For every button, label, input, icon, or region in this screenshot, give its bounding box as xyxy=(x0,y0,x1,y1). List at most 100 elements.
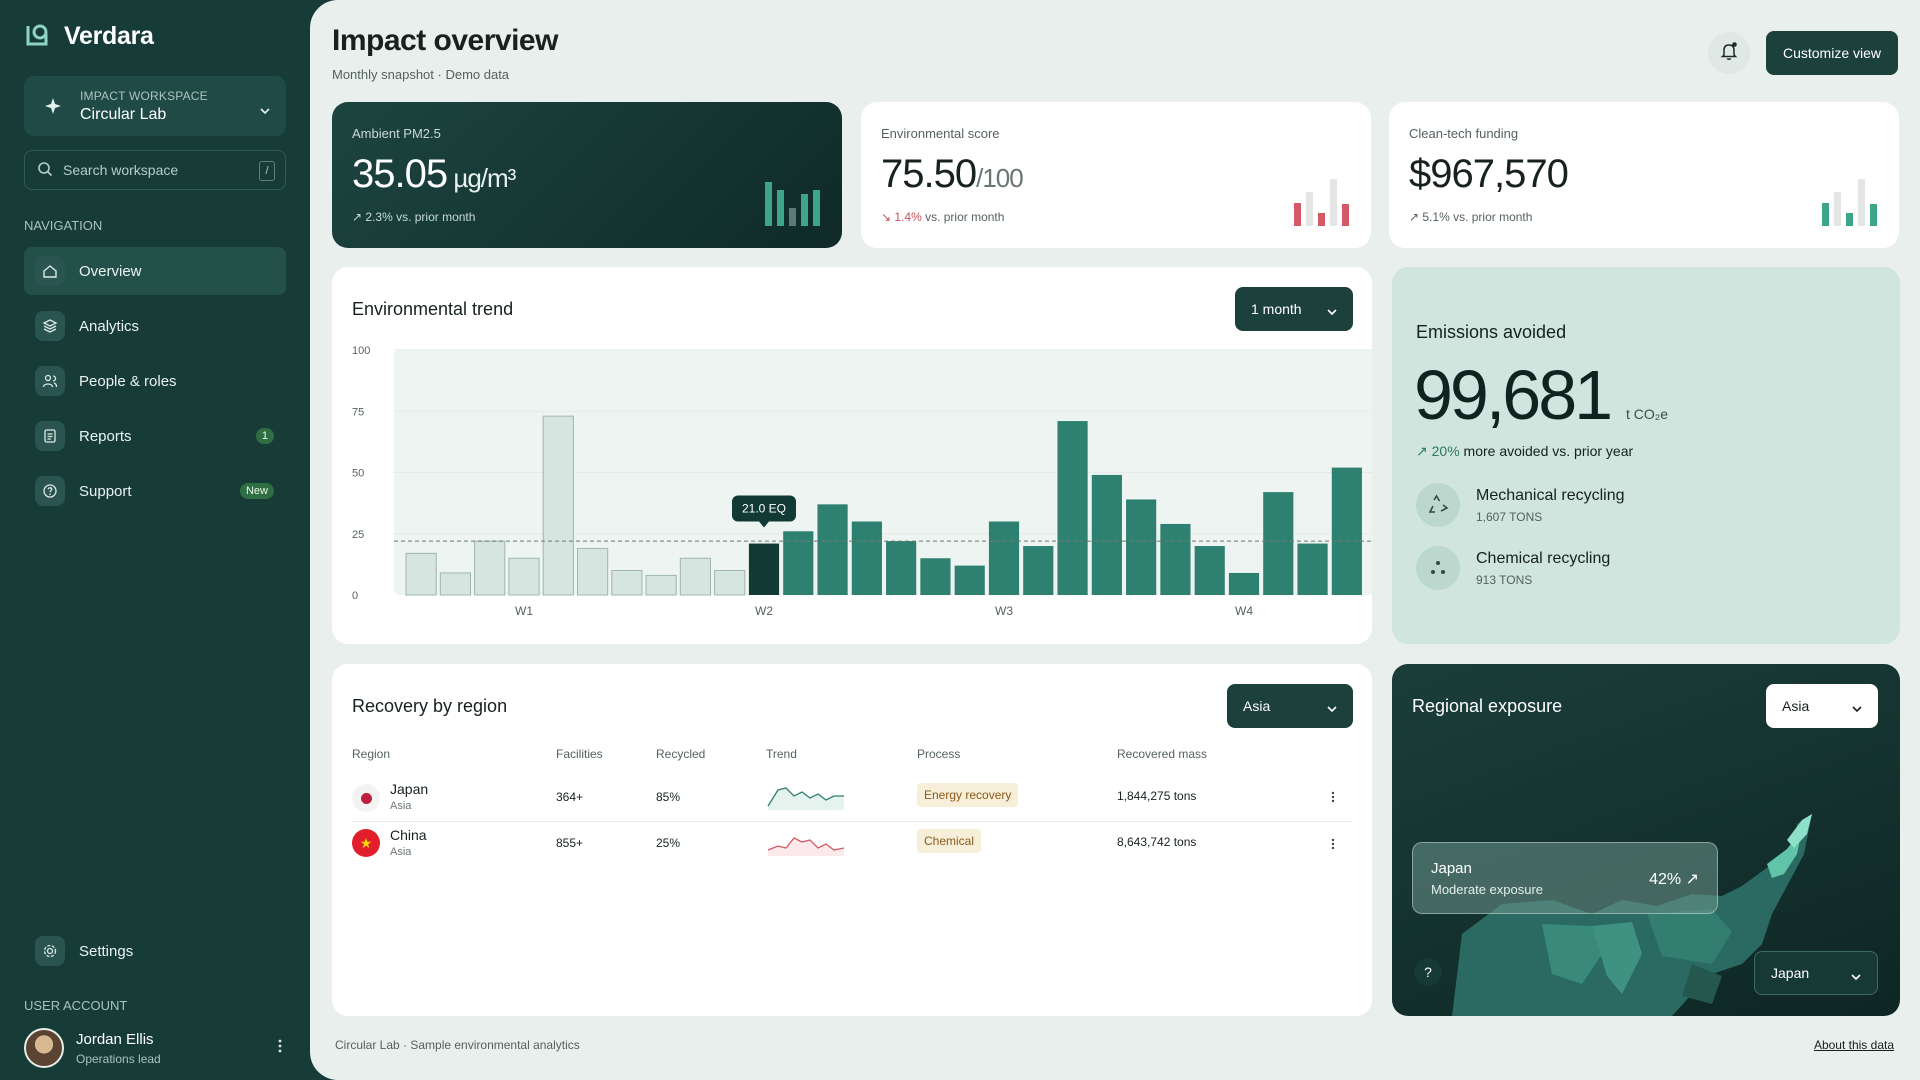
kpi-sparkline xyxy=(1822,174,1877,226)
customize-view-button[interactable]: Customize view xyxy=(1766,31,1898,75)
sparkline-bar xyxy=(1306,192,1313,226)
tooltip-text: 21.0 EQ xyxy=(742,502,786,516)
more-vertical-icon[interactable] xyxy=(278,1039,282,1058)
main-content: Impact overview Monthly snapshot · Demo … xyxy=(310,0,1920,1080)
y-tick-label: 25 xyxy=(352,529,364,541)
kpi-card-environmental-score[interactable]: Environmental score 75.50/100 ↘ 1.4% vs.… xyxy=(861,102,1371,248)
sidebar-item-settings[interactable]: Settings xyxy=(24,927,286,975)
environmental-trend-chart: 100 75 50 25 0 W1 W2 W3 W4 21.0 EQ xyxy=(352,345,1372,618)
trend-title: Environmental trend xyxy=(352,299,514,319)
recovery-region-select[interactable]: Asia xyxy=(1227,684,1353,728)
trend-range-select[interactable]: 1 month xyxy=(1235,287,1353,331)
tooltip-pointer xyxy=(759,521,769,528)
sparkline-bar xyxy=(789,208,796,226)
item-name: Chemical recycling xyxy=(1476,549,1611,567)
chart-bar xyxy=(1160,523,1191,595)
row-region: Asia xyxy=(390,846,412,858)
sidebar-item-overview[interactable]: Overview xyxy=(24,247,286,295)
sidebar-item-label: Reports xyxy=(79,427,132,445)
china-flag-icon: ★ xyxy=(352,829,380,857)
notifications-button[interactable] xyxy=(1708,32,1750,74)
user-account[interactable]: Jordan Ellis Operations lead xyxy=(24,1026,286,1070)
x-tick-label: W1 xyxy=(515,604,533,618)
column-header-recycled[interactable]: Recycled xyxy=(656,747,706,761)
account-name: Jordan Ellis xyxy=(76,1030,154,1048)
chart-bar xyxy=(1297,543,1328,595)
chevron-down-icon xyxy=(1851,968,1861,984)
kpi-value: $967,570 xyxy=(1409,152,1569,196)
exposure-country-select-value: Japan xyxy=(1771,965,1810,981)
map-help-button[interactable]: ? xyxy=(1414,958,1442,986)
chart-bar xyxy=(1126,499,1157,595)
column-header-recovered-mass[interactable]: Recovered mass xyxy=(1117,747,1208,761)
row-more-icon[interactable] xyxy=(1331,837,1335,855)
sidebar-item-support[interactable]: Support New xyxy=(24,467,286,515)
chart-bar xyxy=(679,557,712,596)
chart-bar xyxy=(817,504,848,595)
sidebar-item-label: People & roles xyxy=(79,372,177,390)
chart-bar xyxy=(954,565,985,595)
sidebar-item-analytics[interactable]: Analytics xyxy=(24,302,286,350)
kpi-card-clean-tech-funding[interactable]: Clean-tech funding $967,570 ↗ 5.1% vs. p… xyxy=(1389,102,1899,248)
exposure-country-card[interactable]: Japan Moderate exposure 42% ↗ xyxy=(1412,842,1718,914)
about-data-link[interactable]: About this data xyxy=(1813,1038,1894,1052)
row-recycled: 85% xyxy=(656,790,681,804)
brand[interactable]: Verdara xyxy=(24,20,154,53)
search-input[interactable]: Search workspace / xyxy=(24,150,286,190)
x-tick-label: W3 xyxy=(995,604,1013,618)
emissions-avoided-card: Emissions avoided 99,681 t CO₂e ↗ 20% mo… xyxy=(1392,267,1900,644)
sidebar-item-reports[interactable]: Reports 1 xyxy=(24,412,286,460)
workspace-switcher[interactable]: IMPACT WORKSPACE Circular Lab xyxy=(24,76,286,136)
exposure-region-select[interactable]: Asia xyxy=(1766,684,1878,728)
table-row[interactable] xyxy=(352,823,1352,869)
workspace-name: Circular Lab xyxy=(80,105,167,123)
chart-bar xyxy=(851,521,882,595)
chart-bar xyxy=(645,574,677,596)
chevron-down-icon xyxy=(260,102,270,120)
mechanical-recycling-item[interactable]: Mechanical recycling 1,607 TONS xyxy=(1416,483,1625,527)
trend-range-value: 1 month xyxy=(1251,301,1302,317)
column-header-process[interactable]: Process xyxy=(917,747,961,761)
sidebar: Verdara IMPACT WORKSPACE Circular Lab Se… xyxy=(0,0,310,1080)
sparkle-icon xyxy=(38,97,68,115)
chart-bar xyxy=(714,570,746,596)
kpi-value: 35.05 µg/m³ xyxy=(352,152,516,196)
chart-bar xyxy=(576,547,609,596)
column-header-facilities[interactable]: Facilities xyxy=(556,747,603,761)
footer-text: Circular Lab · Sample environmental anal… xyxy=(335,1038,580,1052)
chart-bar xyxy=(439,572,472,596)
sidebar-item-label: Analytics xyxy=(79,317,140,335)
chevron-down-icon xyxy=(1327,303,1337,319)
kpi-delta: ↘ 1.4% vs. prior month xyxy=(881,210,1005,224)
kpi-sparkline xyxy=(765,174,820,226)
sparkline-bar xyxy=(1318,213,1325,226)
home-icon xyxy=(35,256,65,286)
exposure-country-select[interactable]: Japan xyxy=(1754,951,1878,995)
molecule-icon xyxy=(1416,546,1460,590)
sidebar-item-people-roles[interactable]: People & roles xyxy=(24,357,286,405)
y-tick-label: 75 xyxy=(352,406,364,418)
emissions-delta: ↗ 20% more avoided vs. prior year xyxy=(1416,443,1634,459)
column-header-region[interactable]: Region xyxy=(352,747,391,761)
asia-map[interactable] xyxy=(1392,664,1900,1016)
sparkline-bar xyxy=(1294,203,1301,226)
chart-bar xyxy=(474,540,506,596)
kpi-card-pm25[interactable]: Ambient PM2.5 35.05 µg/m³ ↗ 2.3% vs. pri… xyxy=(332,102,842,248)
chevron-down-icon xyxy=(1327,700,1337,716)
row-more-icon[interactable] xyxy=(1331,790,1335,808)
row-facilities: 855+ xyxy=(556,836,584,850)
sparkline-bar xyxy=(1330,179,1337,226)
exposure-country: Japan xyxy=(1431,860,1472,877)
nav-label: NAVIGATION xyxy=(24,218,103,233)
sparkline-bar xyxy=(1846,213,1853,226)
recovery-region-value: Asia xyxy=(1243,698,1271,714)
regional-exposure-card: Regional exposure Asia Japan Moderate ex… xyxy=(1392,664,1900,1016)
chemical-recycling-item[interactable]: Chemical recycling 913 TONS xyxy=(1416,546,1610,590)
exposure-region-value: Asia xyxy=(1782,698,1810,714)
chart-bar xyxy=(1194,546,1225,595)
sparkline-bar xyxy=(801,194,808,226)
sparkline-bar xyxy=(777,190,784,226)
users-icon xyxy=(35,366,65,396)
column-header-trend[interactable]: Trend xyxy=(766,747,797,761)
table-row[interactable] xyxy=(352,776,1352,822)
